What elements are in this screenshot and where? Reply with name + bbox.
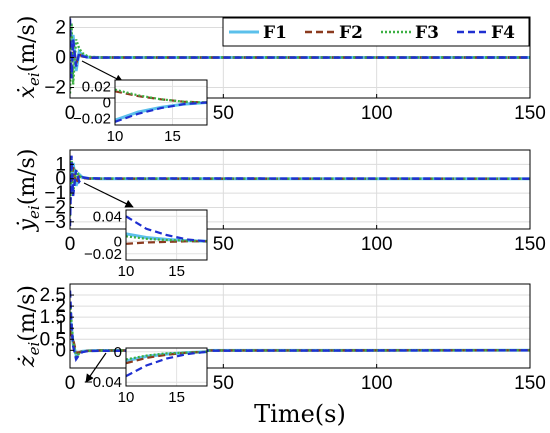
inset-y-tick-label: 0 [114,233,122,250]
y-tick-label: 0.5 [40,329,66,350]
plot-frame [69,149,531,230]
x-tick-label: 0 [65,234,76,255]
x-tick-label: 0 [65,373,76,394]
inset-x-tick-label: 10 [118,389,135,406]
x-tick-label: 100 [361,103,393,124]
y-axis-label-symbol: ż [15,355,40,368]
y-tick-label: 1 [55,318,66,339]
series-line-f4 [70,155,530,227]
y-tick-label: 0 [55,48,66,69]
legend-box [222,17,530,47]
x-tick-label: 50 [213,103,234,124]
inset-series-line-f4 [125,350,208,378]
x-axis-label: Time(s) [254,400,346,428]
series-line-f2 [70,166,530,205]
y-tick-label: 2 [55,18,66,39]
y-tick-label: −1 [44,183,66,204]
x-tick-label: 150 [514,373,546,394]
x-tick-label: 100 [361,234,393,255]
x-tick-label: 150 [514,103,546,124]
series-group [70,155,530,227]
y-axis-label-subscript: ei [25,342,43,356]
inset-frame [125,347,208,387]
y-tick-label: −2 [44,78,66,99]
y-tick-label: 2 [55,296,66,317]
inset-series-line-f2 [125,240,207,245]
inset-series-line-f3 [114,88,208,104]
y-axis-label-unit: (m/s) [15,285,40,342]
y-tick-label: 0 [55,169,66,190]
y-tick-label: 1.5 [40,307,66,328]
inset-y-tick-label: 0 [103,95,111,112]
series-group [70,18,530,94]
legend-label-f4: F4 [491,23,515,43]
inset-y-tick-label: −0.02 [84,246,122,263]
x-tick-label: 0 [65,103,76,124]
inset-frame [125,209,208,261]
inset-frame [114,79,208,126]
inset-x-tick-label: 15 [168,389,185,406]
inset-series-line-f4 [125,215,208,243]
y-axis-label-subscript: ei [25,72,43,86]
y-axis-label: ẏei(m/s) [15,149,43,233]
legend-label-f1: F1 [263,23,287,43]
y-tick-label: 0 [55,340,66,361]
inset-x-tick-label: 10 [118,263,135,280]
x-tick-label: 50 [213,234,234,255]
legend: F1 F2 F3 F4 [222,17,530,47]
inset-y-tick-label: 0 [114,344,122,361]
y-axis-label: żei(m/s) [15,285,43,368]
inset-3: 10 15 −0.04 0 [84,344,208,406]
y-tick-label: 2.5 [40,285,66,306]
inset-y-tick-label: −0.04 [84,374,122,391]
y-axis-label: ẋei(m/s) [15,16,43,99]
inset-y-tick-label: −0.02 [73,111,111,128]
x-tick-label: 150 [514,234,546,255]
inset-y-tick-label: 0.04 [93,208,122,225]
inset-x-tick-label: 15 [164,128,181,145]
zoom-arrow [85,352,107,383]
zoom-arrow [81,60,124,83]
y-axis-label-subscript: ei [25,205,43,219]
series-line-f4 [70,290,530,363]
zoom-arrow [83,182,134,208]
legend-label-f3: F3 [415,23,439,43]
series-line-f4 [70,18,530,79]
inset-series-line-f3 [125,235,208,243]
inset-x-tick-label: 15 [168,263,185,280]
y-axis-label-unit: (m/s) [15,16,40,73]
inset-2: 10 15 −0.020 0.04 [84,208,208,280]
series-line-f3 [70,303,530,360]
legend-label-f2: F2 [339,23,363,43]
inset-series-line-f4 [114,101,208,123]
y-tick-label: −3 [44,212,66,233]
y-tick-label: −2 [44,197,66,218]
y-axis-label-unit: (m/s) [15,149,40,206]
y-axis-label-symbol: ẏ [15,218,40,232]
y-tick-label: 1 [55,154,66,175]
x-tick-label: 100 [361,373,393,394]
inset-x-tick-label: 10 [107,128,124,145]
plot-frame [69,283,531,369]
x-tick-label: 50 [213,373,234,394]
y-axis-label-symbol: ẋ [15,85,40,98]
series-group [70,290,530,363]
inset-y-tick-label: 0.02 [82,78,111,95]
